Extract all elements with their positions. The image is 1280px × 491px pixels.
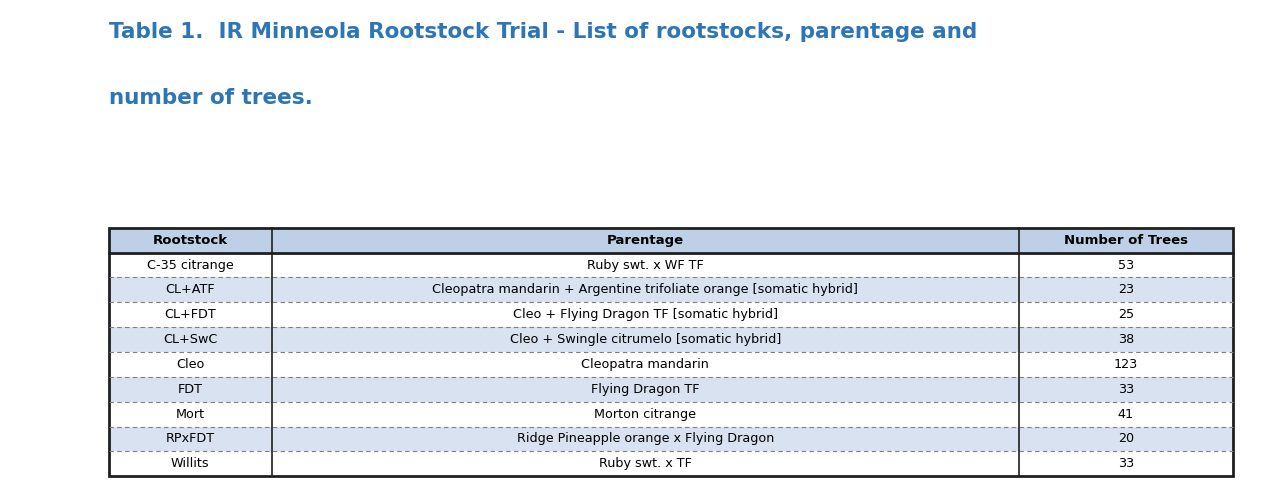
Text: Cleopatra mandarin + Argentine trifoliate orange [somatic hybrid]: Cleopatra mandarin + Argentine trifoliat… xyxy=(433,283,859,297)
Text: Cleopatra mandarin: Cleopatra mandarin xyxy=(581,358,709,371)
Text: Cleo: Cleo xyxy=(177,358,205,371)
Text: Willits: Willits xyxy=(172,457,210,470)
Text: 53: 53 xyxy=(1117,259,1134,272)
Text: Number of Trees: Number of Trees xyxy=(1064,234,1188,247)
Text: C-35 citrange: C-35 citrange xyxy=(147,259,234,272)
Text: 20: 20 xyxy=(1117,433,1134,445)
Text: Mort: Mort xyxy=(175,408,205,421)
Text: Morton citrange: Morton citrange xyxy=(594,408,696,421)
Text: CL+ATF: CL+ATF xyxy=(165,283,215,297)
Text: 33: 33 xyxy=(1117,457,1134,470)
Text: number of trees.: number of trees. xyxy=(109,88,312,109)
Text: Table 1.  IR Minneola Rootstock Trial - List of rootstocks, parentage and: Table 1. IR Minneola Rootstock Trial - L… xyxy=(109,22,977,42)
Text: Parentage: Parentage xyxy=(607,234,684,247)
Text: Rootstock: Rootstock xyxy=(152,234,228,247)
Text: RPxFDT: RPxFDT xyxy=(165,433,215,445)
Text: Ruby swt. x WF TF: Ruby swt. x WF TF xyxy=(588,259,704,272)
Text: 23: 23 xyxy=(1117,283,1134,297)
Text: Cleo + Swingle citrumelo [somatic hybrid]: Cleo + Swingle citrumelo [somatic hybrid… xyxy=(509,333,781,346)
Text: 41: 41 xyxy=(1117,408,1134,421)
Text: Ridge Pineapple orange x Flying Dragon: Ridge Pineapple orange x Flying Dragon xyxy=(517,433,774,445)
Text: Cleo + Flying Dragon TF [somatic hybrid]: Cleo + Flying Dragon TF [somatic hybrid] xyxy=(513,308,778,321)
Text: CL+FDT: CL+FDT xyxy=(164,308,216,321)
Text: Flying Dragon TF: Flying Dragon TF xyxy=(591,383,700,396)
Text: FDT: FDT xyxy=(178,383,202,396)
Text: CL+SwC: CL+SwC xyxy=(163,333,218,346)
Text: 123: 123 xyxy=(1114,358,1138,371)
Text: 25: 25 xyxy=(1117,308,1134,321)
Text: Ruby swt. x TF: Ruby swt. x TF xyxy=(599,457,692,470)
Text: 38: 38 xyxy=(1117,333,1134,346)
Text: 33: 33 xyxy=(1117,383,1134,396)
